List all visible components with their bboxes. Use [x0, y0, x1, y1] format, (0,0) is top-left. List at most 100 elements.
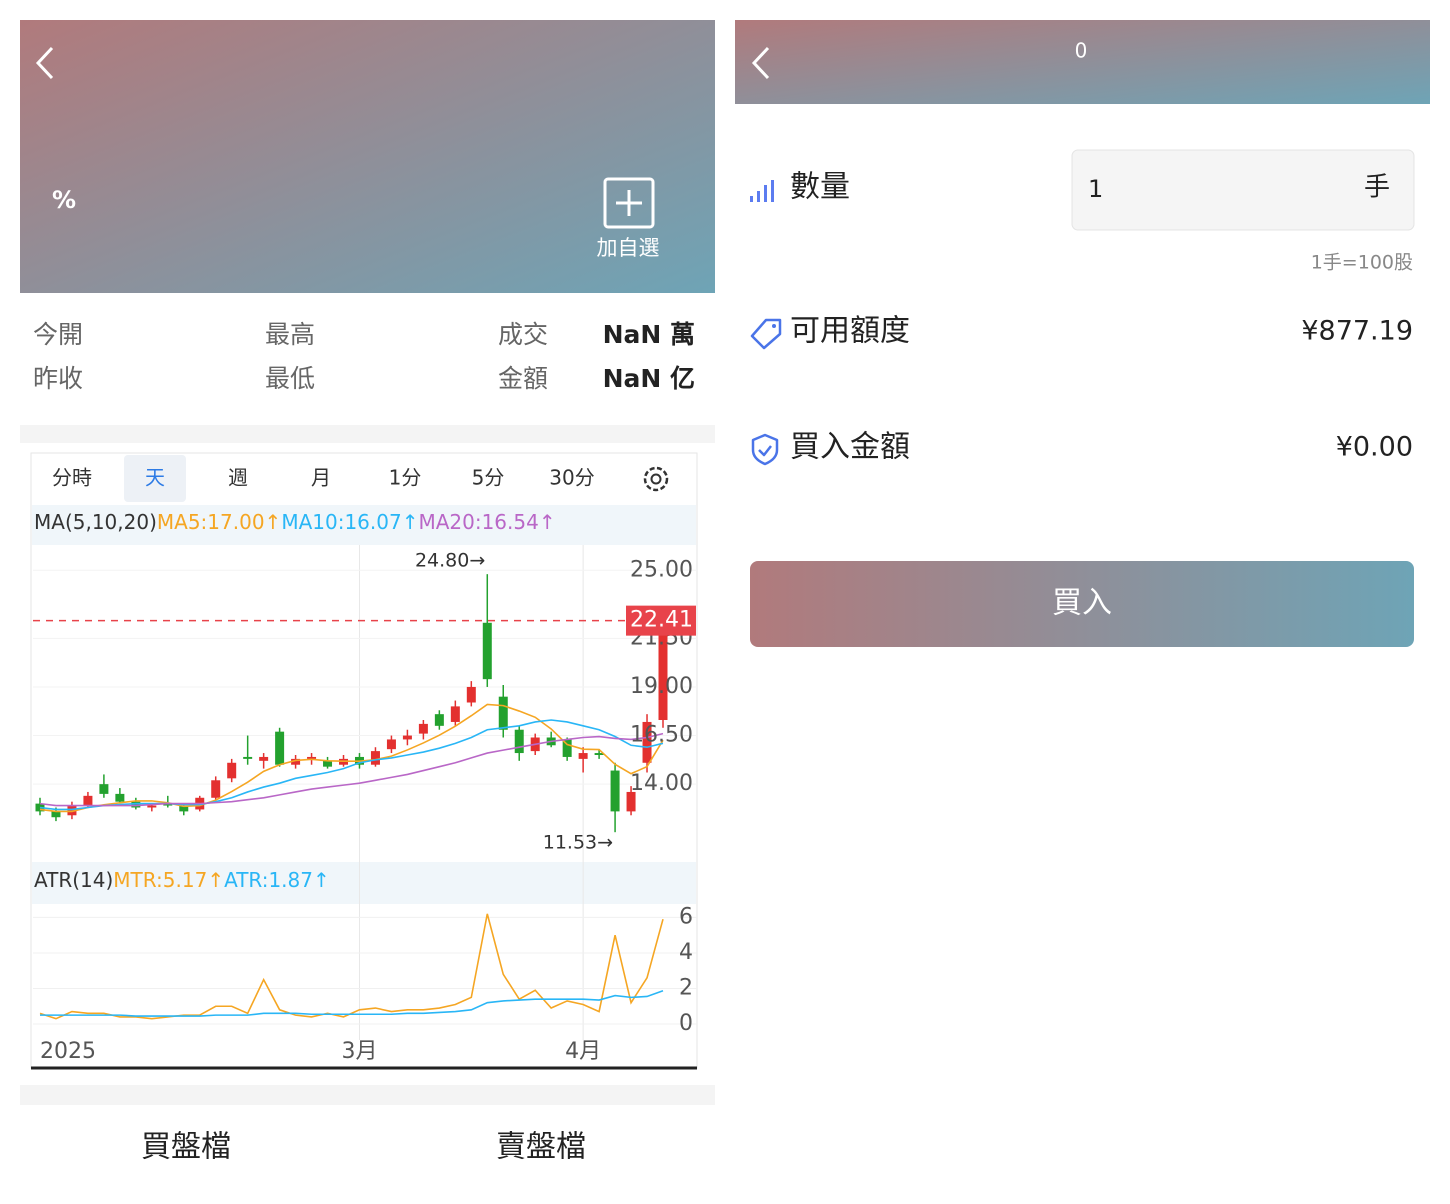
order-book-tab[interactable]: 買盤檔 [141, 1130, 231, 1165]
candle-body [562, 739, 572, 757]
min-annotation: 11.53→ [543, 832, 613, 854]
amount-label: 買入金額 [790, 430, 910, 465]
candle-body [466, 686, 476, 703]
period-tab[interactable]: 週 [228, 466, 248, 490]
quantity-input[interactable] [1071, 149, 1415, 231]
y-tick-label: 16.50 [630, 723, 693, 748]
candle-body [115, 793, 125, 802]
x-tick-label: 3月 [341, 1039, 377, 1064]
period-tab[interactable]: 5分 [472, 466, 505, 490]
period-tab[interactable]: 30分 [549, 466, 594, 490]
candle-body [658, 620, 668, 720]
stat-label: 昨收 [33, 364, 83, 393]
legend-entry: MA20:16.54↑ [418, 510, 555, 534]
candle-body [323, 760, 333, 767]
candle-body [498, 696, 508, 730]
candle-body [147, 805, 157, 808]
max-annotation: 24.80→ [415, 550, 485, 572]
atr-plot [39, 913, 664, 1020]
y-tick-label: 19.00 [630, 674, 693, 699]
back-button[interactable] [35, 46, 54, 80]
x-tick-label: 2025 [40, 1039, 96, 1064]
legend-entry: ATR:1.87↑ [224, 868, 330, 892]
trade-header [735, 20, 1430, 104]
ma-line [39, 719, 664, 811]
ma-legend-bg [32, 505, 696, 545]
available-value: ¥877.19 [1301, 316, 1413, 347]
active-tab-bg [124, 455, 186, 502]
lot-note: 1手=100股 [1311, 252, 1413, 274]
candle-body [418, 723, 428, 734]
y-tick-label: 25.00 [630, 557, 693, 582]
divider [20, 425, 715, 443]
quantity-value: 1 [1088, 175, 1103, 203]
candle-body [67, 805, 77, 816]
period-tab[interactable]: 分時 [52, 466, 92, 490]
ma-legend: MA(5,10,20)MA5:17.00↑MA10:16.07↑MA20:16.… [34, 510, 556, 534]
available-label: 可用額度 [790, 314, 910, 349]
stock-header [20, 20, 715, 293]
candle-body [227, 762, 237, 779]
candle-body [514, 729, 524, 754]
period-tab[interactable]: 1分 [389, 466, 422, 490]
candle-body [99, 784, 109, 794]
buy-button[interactable] [750, 561, 1414, 647]
stat-label: 最高 [265, 320, 315, 349]
y-tick-label: 2 [679, 975, 693, 1000]
candle-body [211, 780, 221, 798]
candle-body [370, 751, 380, 765]
candle-body [402, 735, 412, 740]
trade-title: 0 [1075, 39, 1088, 63]
candle-body [243, 756, 253, 759]
ma-line [39, 732, 664, 807]
candle-body [291, 758, 301, 765]
add-watchlist-label: 加自選 [597, 236, 660, 260]
stat-value: NaN 萬 [603, 320, 695, 349]
divider [20, 1085, 715, 1105]
y-tick-label: 6 [679, 904, 693, 929]
candle-body [610, 770, 620, 812]
stat-label: 成交 [498, 320, 548, 349]
x-tick-label: 4月 [565, 1039, 601, 1064]
candle-body [482, 622, 492, 680]
candle-body [307, 756, 317, 759]
legend-title: MA(5,10,20) [34, 510, 157, 534]
quantity-icon [750, 180, 774, 202]
quantity-unit: 手 [1364, 173, 1390, 203]
amount-value: ¥0.00 [1336, 432, 1413, 463]
atr-legend: ATR(14)MTR:5.17↑ATR:1.87↑ [34, 868, 330, 892]
candle-body [434, 714, 444, 726]
stat-label: 最低 [265, 364, 315, 393]
candle-body [642, 721, 652, 763]
price-plot [35, 574, 668, 833]
y-tick-label: 4 [679, 940, 693, 965]
change-percent: % [52, 186, 76, 214]
candle-body [179, 805, 189, 812]
legend-title: ATR(14) [34, 868, 113, 892]
available-icon-dot [772, 324, 776, 328]
candle-body [578, 753, 588, 759]
atr-legend-bg [32, 862, 696, 904]
back-button[interactable] [751, 46, 770, 80]
y-tick-label: 14.00 [630, 771, 693, 796]
settings-button[interactable] [643, 466, 669, 492]
last-price-tag [626, 605, 696, 636]
stat-label: 今開 [33, 320, 83, 349]
period-tab-active[interactable]: 天 [145, 466, 165, 490]
atr-line [39, 913, 664, 1020]
charts: MA(5,10,20)MA5:17.00↑MA10:16.07↑MA20:16.… [33, 510, 697, 1064]
period-tab[interactable]: 月 [311, 466, 331, 490]
legend-entry: MA10:16.07↑ [281, 510, 418, 534]
atr-line [40, 990, 664, 1017]
candle-body [259, 756, 269, 761]
stat-label: 金額 [498, 364, 548, 393]
candle-body [131, 801, 141, 808]
order-book-tab[interactable]: 賣盤檔 [496, 1130, 586, 1165]
candle-body [83, 795, 93, 806]
add-watchlist-button[interactable]: 加自選 [597, 177, 660, 260]
candle-body [450, 706, 460, 722]
candle-body [386, 739, 396, 750]
legend-entry: MTR:5.17↑ [113, 868, 224, 892]
y-tick-label: 0 [679, 1011, 693, 1036]
